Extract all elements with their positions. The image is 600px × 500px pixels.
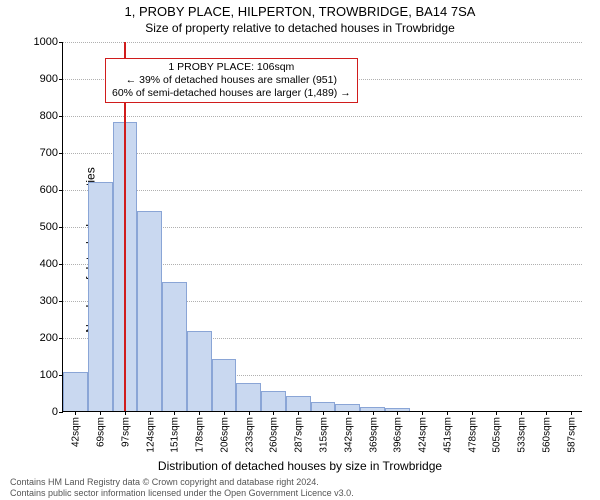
xtick-label: 151sqm bbox=[168, 417, 181, 453]
annotation-line: ← 39% of detached houses are smaller (95… bbox=[112, 74, 351, 87]
x-axis-label: Distribution of detached houses by size … bbox=[0, 459, 600, 473]
ytick-label: 1000 bbox=[34, 36, 63, 48]
xtick-label: 260sqm bbox=[267, 417, 280, 453]
xtick-mark bbox=[323, 411, 324, 415]
xtick-mark bbox=[397, 411, 398, 415]
ytick-label: 700 bbox=[40, 147, 63, 159]
xtick-mark bbox=[273, 411, 274, 415]
xtick-mark bbox=[571, 411, 572, 415]
xtick-label: 396sqm bbox=[391, 417, 404, 453]
ytick-label: 100 bbox=[40, 369, 63, 381]
xtick-label: 97sqm bbox=[118, 417, 131, 447]
xtick-mark bbox=[174, 411, 175, 415]
xtick-mark bbox=[472, 411, 473, 415]
xtick-label: 587sqm bbox=[564, 417, 577, 453]
xtick-label: 451sqm bbox=[440, 417, 453, 453]
gridline bbox=[63, 190, 582, 191]
chart-subtitle: Size of property relative to detached ho… bbox=[0, 21, 600, 35]
xtick-mark bbox=[496, 411, 497, 415]
ytick-label: 600 bbox=[40, 184, 63, 196]
plot-area: 0100200300400500600700800900100042sqm69s… bbox=[62, 42, 582, 412]
histogram-bar bbox=[261, 391, 286, 411]
xtick-label: 124sqm bbox=[143, 417, 156, 453]
xtick-label: 533sqm bbox=[515, 417, 528, 453]
xtick-label: 424sqm bbox=[416, 417, 429, 453]
ytick-label: 300 bbox=[40, 295, 63, 307]
xtick-mark bbox=[75, 411, 76, 415]
xtick-mark bbox=[546, 411, 547, 415]
annotation-box: 1 PROBY PLACE: 106sqm← 39% of detached h… bbox=[105, 58, 358, 103]
xtick-label: 287sqm bbox=[292, 417, 305, 453]
gridline bbox=[63, 42, 582, 43]
histogram-bar bbox=[311, 402, 336, 411]
xtick-label: 42sqm bbox=[69, 417, 82, 447]
xtick-label: 560sqm bbox=[539, 417, 552, 453]
ytick-label: 0 bbox=[52, 406, 63, 418]
xtick-label: 478sqm bbox=[465, 417, 478, 453]
histogram-bar bbox=[212, 359, 237, 411]
xtick-mark bbox=[150, 411, 151, 415]
chart-title: 1, PROBY PLACE, HILPERTON, TROWBRIDGE, B… bbox=[0, 4, 600, 19]
xtick-mark bbox=[447, 411, 448, 415]
xtick-mark bbox=[100, 411, 101, 415]
ytick-label: 900 bbox=[40, 73, 63, 85]
xtick-label: 505sqm bbox=[490, 417, 503, 453]
footer-line-1: Contains HM Land Registry data © Crown c… bbox=[10, 477, 319, 487]
xtick-label: 342sqm bbox=[341, 417, 354, 453]
xtick-mark bbox=[125, 411, 126, 415]
xtick-label: 69sqm bbox=[94, 417, 107, 447]
histogram-bar bbox=[162, 282, 187, 412]
xtick-mark bbox=[199, 411, 200, 415]
xtick-mark bbox=[348, 411, 349, 415]
xtick-label: 206sqm bbox=[217, 417, 230, 453]
chart-container: 1, PROBY PLACE, HILPERTON, TROWBRIDGE, B… bbox=[0, 0, 600, 500]
ytick-label: 800 bbox=[40, 110, 63, 122]
histogram-bar bbox=[137, 211, 162, 411]
xtick-mark bbox=[422, 411, 423, 415]
gridline bbox=[63, 153, 582, 154]
annotation-line: 60% of semi-detached houses are larger (… bbox=[112, 87, 351, 100]
histogram-bar bbox=[286, 396, 311, 411]
xtick-mark bbox=[224, 411, 225, 415]
ytick-label: 500 bbox=[40, 221, 63, 233]
footer-line-2: Contains public sector information licen… bbox=[10, 488, 354, 498]
footer-attribution: Contains HM Land Registry data © Crown c… bbox=[10, 477, 354, 498]
annotation-line: 1 PROBY PLACE: 106sqm bbox=[112, 61, 351, 74]
xtick-mark bbox=[298, 411, 299, 415]
histogram-bar bbox=[335, 404, 360, 411]
xtick-label: 178sqm bbox=[193, 417, 206, 453]
xtick-label: 315sqm bbox=[317, 417, 330, 453]
histogram-bar bbox=[187, 331, 212, 411]
xtick-mark bbox=[521, 411, 522, 415]
ytick-label: 200 bbox=[40, 332, 63, 344]
histogram-bar bbox=[236, 383, 261, 411]
ytick-label: 400 bbox=[40, 258, 63, 270]
xtick-label: 233sqm bbox=[242, 417, 255, 453]
gridline bbox=[63, 116, 582, 117]
xtick-mark bbox=[373, 411, 374, 415]
histogram-bar bbox=[63, 372, 88, 411]
histogram-bar bbox=[88, 182, 113, 411]
xtick-mark bbox=[249, 411, 250, 415]
xtick-label: 369sqm bbox=[366, 417, 379, 453]
